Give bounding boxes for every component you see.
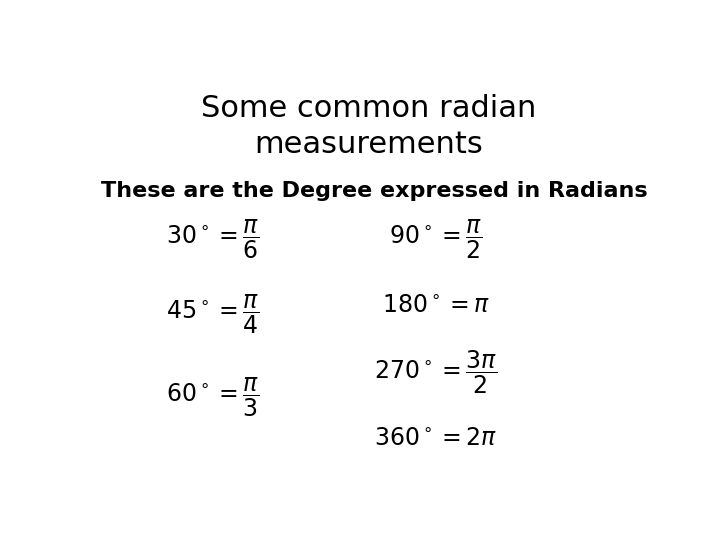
Text: $360^\circ = 2\pi$: $360^\circ = 2\pi$ <box>374 427 498 451</box>
Text: $180^\circ = \pi$: $180^\circ = \pi$ <box>382 294 490 318</box>
Text: $270^\circ = \dfrac{3\pi}{2}$: $270^\circ = \dfrac{3\pi}{2}$ <box>374 349 498 396</box>
Text: $90^\circ = \dfrac{\pi}{2}$: $90^\circ = \dfrac{\pi}{2}$ <box>389 218 483 261</box>
Text: Some common radian
measurements: Some common radian measurements <box>202 94 536 159</box>
Text: $30^\circ = \dfrac{\pi}{6}$: $30^\circ = \dfrac{\pi}{6}$ <box>166 218 260 261</box>
Text: $45^\circ = \dfrac{\pi}{4}$: $45^\circ = \dfrac{\pi}{4}$ <box>166 293 260 336</box>
Text: $60^\circ = \dfrac{\pi}{3}$: $60^\circ = \dfrac{\pi}{3}$ <box>166 376 260 419</box>
Text: These are the Degree expressed in Radians: These are the Degree expressed in Radian… <box>101 181 648 201</box>
